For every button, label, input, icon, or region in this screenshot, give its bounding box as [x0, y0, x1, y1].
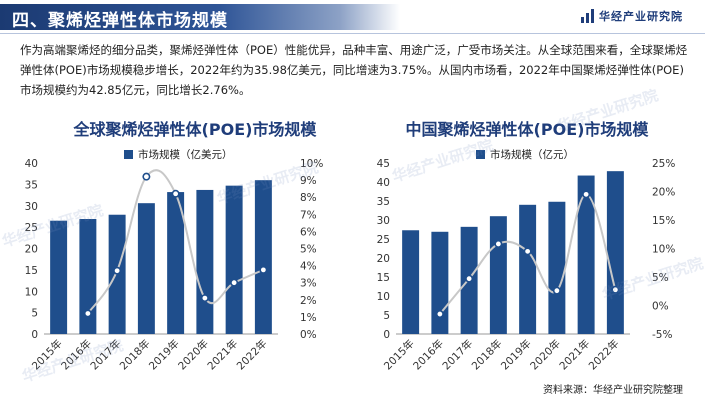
page-title: 四、聚烯烃弹性体市场规模 [12, 11, 228, 31]
y-tick-label: 30 [25, 201, 38, 213]
y2-tick-label: 0% [300, 329, 317, 341]
growth-rate-point [611, 285, 620, 294]
bar [431, 231, 449, 334]
y-tick-label: 0 [383, 329, 390, 341]
chart-global: 市场规模（亿美元） 0 5 10 15 20 25 30 35 40 0% 1% 2% 3% 4% 5% 6% 7… [25, 148, 324, 373]
y2-tick-label: 7% [300, 209, 317, 221]
y-tick-label: 0 [31, 329, 38, 341]
y2-tick-label: 8% [300, 192, 317, 204]
bar-chart-logo-icon [581, 9, 595, 23]
chart-china: 市场规模（亿元） 0 5 10 15 20 25 30 35 40 45 -5% 0% 5% 10% 15% 2… [377, 148, 676, 373]
x-tick-label: 2021年 [557, 337, 593, 373]
y-tick-label: 40 [377, 177, 390, 189]
growth-rate-point [83, 309, 92, 318]
y2-tick-label: 9% [300, 175, 317, 187]
legend-label: 市场规模（亿美元） [138, 148, 233, 161]
header-bar [0, 4, 400, 30]
y2-tick-label: 0% [652, 301, 669, 313]
y-tick-label: 35 [25, 179, 38, 191]
bar [254, 180, 272, 334]
x-tick-label: 2020年 [527, 337, 563, 373]
y2-tick-label: -5% [652, 329, 672, 341]
bar [167, 192, 185, 334]
y-tick-label: 20 [377, 253, 390, 265]
bar [137, 203, 155, 334]
legend-swatch [124, 150, 133, 159]
y2-tick-label: 4% [300, 261, 317, 273]
x-tick-label: 2017年 [440, 337, 476, 373]
y-tick-label: 45 [377, 158, 390, 170]
y2-tick-label: 15% [652, 215, 675, 227]
header-divider [0, 33, 705, 34]
y2-tick-label: 6% [300, 226, 317, 238]
x-tick-label: 2021年 [205, 337, 241, 373]
source-note: 资料来源：华经产业研究院整理 [543, 385, 683, 396]
x-tick-label: 2020年 [175, 337, 211, 373]
bar [548, 201, 566, 334]
growth-rate-point [259, 265, 268, 274]
y2-tick-label: 20% [652, 187, 675, 199]
bar [489, 216, 507, 334]
x-tick-label: 2022年 [234, 337, 270, 373]
y-tick-label: 10 [25, 286, 38, 298]
bar [577, 175, 595, 334]
y2-tick-label: 10% [300, 158, 323, 170]
y-tick-label: 5 [31, 308, 38, 320]
bar [225, 185, 243, 334]
bar [519, 204, 537, 334]
legend-swatch [476, 150, 485, 159]
y-tick-label: 25 [25, 222, 38, 234]
growth-rate-point [435, 310, 444, 319]
x-tick-label: 2015年 [381, 337, 417, 373]
y2-tick-label: 25% [652, 158, 675, 170]
brand-name: 华经产业研究院 [599, 10, 683, 23]
intro-paragraph: 作为高端聚烯烃的细分品类，聚烯烃弹性体（POE）性能优异，品种丰富、用途广泛，广… [20, 43, 688, 97]
growth-rate-point [142, 172, 151, 181]
x-tick-label: 2018年 [469, 337, 505, 373]
growth-rate-point [494, 239, 503, 248]
x-tick-label: 2022年 [586, 337, 622, 373]
y2-tick-label: 1% [300, 312, 317, 324]
x-tick-label: 2019年 [498, 337, 534, 373]
y2-tick-label: 2% [300, 295, 317, 307]
y-tick-label: 10 [377, 291, 390, 303]
brand: 华经产业研究院 [581, 8, 683, 24]
y2-tick-label: 3% [300, 278, 317, 290]
y-tick-label: 5 [383, 310, 390, 322]
growth-rate-point [171, 189, 180, 198]
y-tick-label: 30 [377, 215, 390, 227]
chart-title-china: 中国聚烯烃弹性体(POE)市场规模 [405, 120, 649, 139]
growth-rate-point [113, 266, 122, 275]
growth-rate-point [230, 278, 239, 287]
growth-rate-point [200, 294, 209, 303]
y-tick-label: 15 [377, 272, 390, 284]
header: 四、聚烯烃弹性体市场规模 华经产业研究院 [0, 0, 705, 34]
bar [402, 230, 420, 334]
y-tick-label: 20 [25, 244, 38, 256]
x-tick-label: 2016年 [410, 337, 446, 373]
y2-tick-label: 5% [652, 272, 669, 284]
y-tick-label: 15 [25, 265, 38, 277]
growth-rate-point [523, 247, 532, 256]
legend-label: 市场规模（亿元） [490, 148, 574, 161]
growth-rate-point [552, 286, 561, 295]
bar [50, 220, 68, 334]
y2-tick-label: 10% [652, 244, 675, 256]
growth-rate-point [582, 190, 591, 199]
bar [79, 219, 97, 334]
y-tick-label: 35 [377, 196, 390, 208]
chart-title-global: 全球聚烯烃弹性体(POE)市场规模 [73, 120, 317, 139]
bar [606, 171, 624, 334]
y-tick-label: 40 [25, 158, 38, 170]
y2-tick-label: 5% [300, 244, 317, 256]
y-tick-label: 25 [377, 234, 390, 246]
bar [196, 189, 214, 334]
growth-rate-point [465, 274, 474, 283]
x-tick-label: 2019年 [146, 337, 182, 373]
